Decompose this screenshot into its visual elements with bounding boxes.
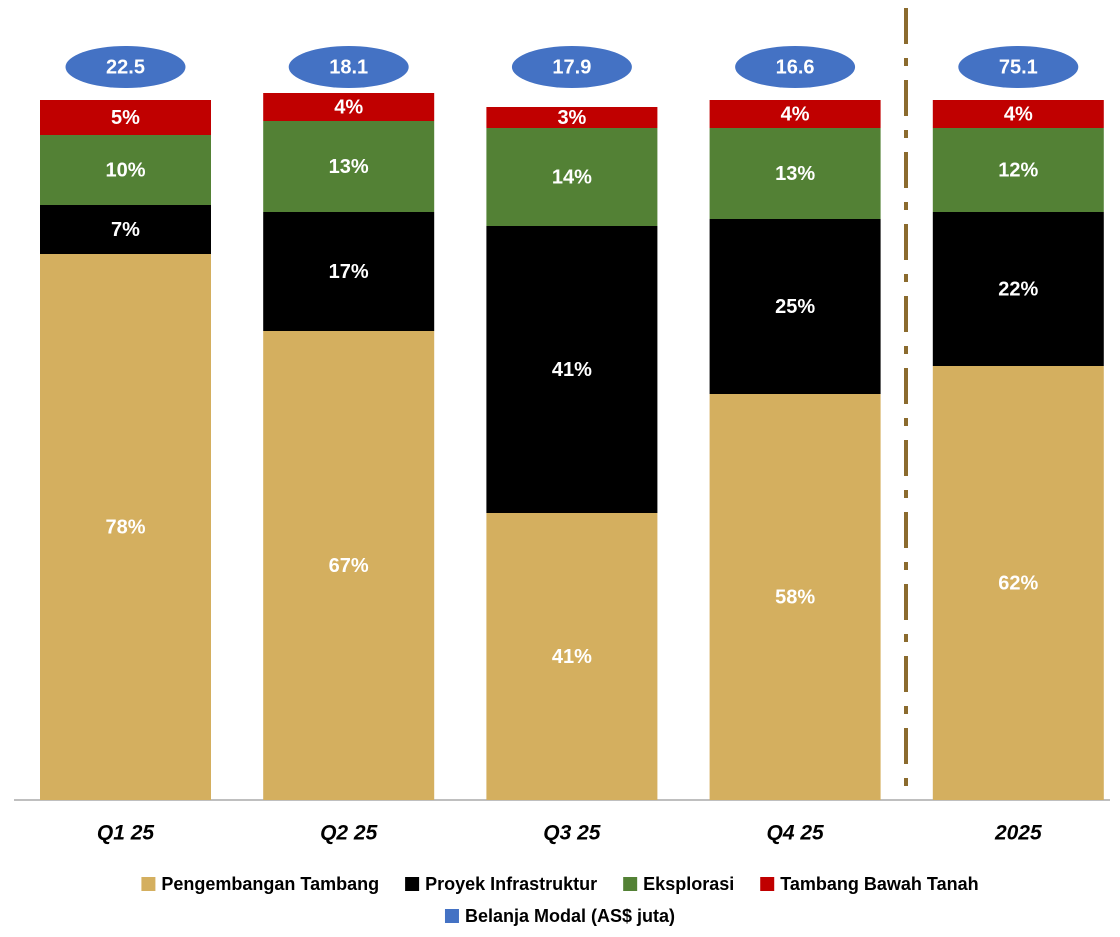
bar-segment — [709, 128, 881, 219]
bar-segment — [40, 100, 211, 135]
bar-segment — [486, 513, 658, 800]
data-label: 4% — [1004, 103, 1033, 125]
total-label: 75.1 — [999, 56, 1038, 78]
bar-segment — [263, 212, 435, 331]
data-label: 22% — [998, 278, 1038, 300]
bar-segment — [263, 331, 435, 800]
bar-segment — [486, 226, 658, 513]
bar-segment — [709, 394, 881, 800]
bar-segment — [263, 93, 435, 121]
total-badge — [65, 46, 186, 88]
total-label: 18.1 — [329, 56, 368, 78]
bar-segment — [263, 121, 435, 212]
total-badge — [288, 46, 409, 88]
data-label: 4% — [781, 103, 810, 125]
x-tick-label: 2025 — [994, 822, 1042, 845]
data-label: 13% — [329, 156, 369, 178]
total-label: 17.9 — [552, 56, 591, 78]
bar-segment — [40, 135, 211, 205]
data-label: 17% — [329, 261, 369, 283]
x-tick-label: Q2 25 — [320, 822, 378, 845]
data-label: 5% — [111, 107, 140, 129]
bar-segment — [932, 100, 1104, 128]
bar-segment — [486, 128, 658, 226]
bar-segment — [486, 107, 658, 128]
x-tick-label: Q4 25 — [766, 822, 824, 845]
legend-swatch — [405, 877, 420, 891]
bar-segment — [932, 212, 1104, 366]
legend-label: Pengembangan Tambang — [161, 874, 379, 894]
data-label: 67% — [329, 555, 369, 577]
legend-swatch — [141, 877, 156, 891]
legend-label: Proyek Infrastruktur — [425, 874, 597, 894]
total-badge — [735, 46, 856, 88]
legend-swatch — [760, 877, 775, 891]
total-label: 22.5 — [106, 56, 145, 78]
data-label: 4% — [334, 96, 363, 118]
data-label: 7% — [111, 219, 140, 241]
x-tick-label: Q1 25 — [97, 822, 155, 845]
bar-segment — [40, 205, 211, 254]
data-label: 14% — [552, 166, 592, 188]
legend-label: Eksplorasi — [643, 874, 734, 894]
data-label: 10% — [105, 159, 145, 181]
data-label: 58% — [775, 586, 815, 608]
bar-segment — [709, 219, 881, 394]
legend-swatch — [444, 909, 459, 923]
legend-swatch — [623, 877, 638, 891]
bar-segment — [932, 366, 1104, 800]
legend-label: Belanja Modal (AS$ juta) — [465, 906, 675, 926]
total-badge — [958, 46, 1079, 88]
bar-segment — [932, 128, 1104, 212]
legend-label: Tambang Bawah Tanah — [780, 874, 978, 894]
x-tick-label: Q3 25 — [543, 822, 601, 845]
data-label: 62% — [998, 572, 1038, 594]
data-label: 13% — [775, 163, 815, 185]
data-label: 3% — [557, 107, 586, 129]
bar-segment — [40, 254, 211, 800]
bar-segment — [709, 100, 881, 128]
data-label: 78% — [105, 516, 145, 538]
total-label: 16.6 — [776, 56, 815, 78]
total-badge — [511, 46, 632, 88]
data-label: 41% — [552, 359, 592, 381]
data-label: 12% — [998, 159, 1038, 181]
data-label: 25% — [775, 296, 815, 318]
data-label: 41% — [552, 646, 592, 668]
